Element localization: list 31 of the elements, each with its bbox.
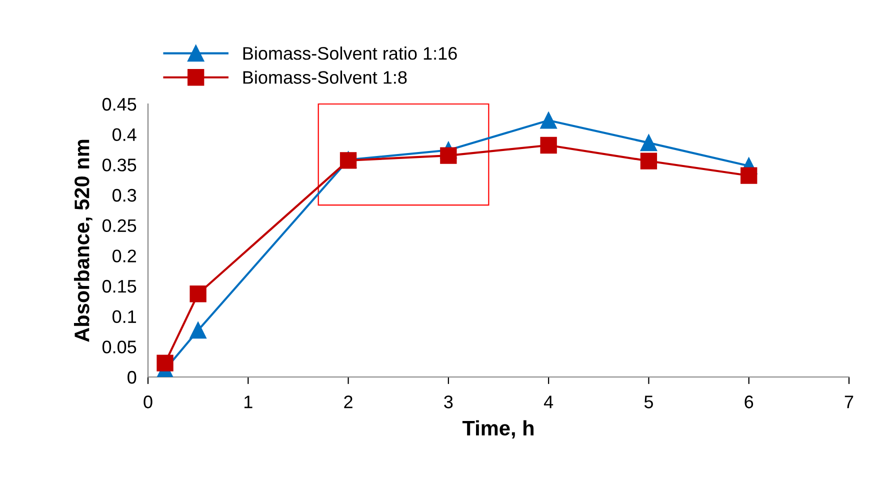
point (640, 152, 658, 170)
point (540, 112, 557, 129)
point (540, 136, 557, 154)
point (190, 322, 206, 339)
y-tick-label: 0.35 (102, 158, 136, 172)
y-tick-label: 0.45 (102, 98, 136, 111)
x-tick-label: 4 (544, 396, 554, 408)
x-axis-title: Time, h (462, 420, 534, 439)
y-tick-label: 0.15 (102, 280, 136, 293)
legend-label: Biomass-Solvent 1:8 (243, 70, 407, 84)
x-tick-label: 2 (344, 396, 352, 408)
legend-label: Biomass-Solvent ratio 1:16 (243, 46, 457, 60)
y-tick-label: 0 (128, 370, 136, 384)
y-tick-label: 0.3 (112, 188, 136, 202)
x-tick-label: 5 (644, 396, 653, 408)
x-tick-label: 0 (144, 396, 152, 408)
point (640, 134, 658, 152)
y-axis-title: Absorbance, 520 nm (74, 140, 92, 342)
y-tick-label: 0.25 (102, 219, 136, 232)
point (190, 286, 206, 302)
x-tick-label: 7 (844, 396, 854, 408)
y-tick-label: 0.05 (102, 340, 136, 354)
point (440, 147, 457, 164)
x-tick-label: 3 (444, 396, 453, 408)
y-tick-label: 0.4 (112, 128, 136, 142)
point (740, 167, 758, 184)
point (156, 354, 174, 372)
y-tick-label: 0.1 (112, 310, 136, 324)
x-tick-label: 1 (244, 396, 252, 408)
y-tick-label: 0.2 (112, 250, 136, 262)
x-tick-label: 6 (744, 396, 754, 408)
